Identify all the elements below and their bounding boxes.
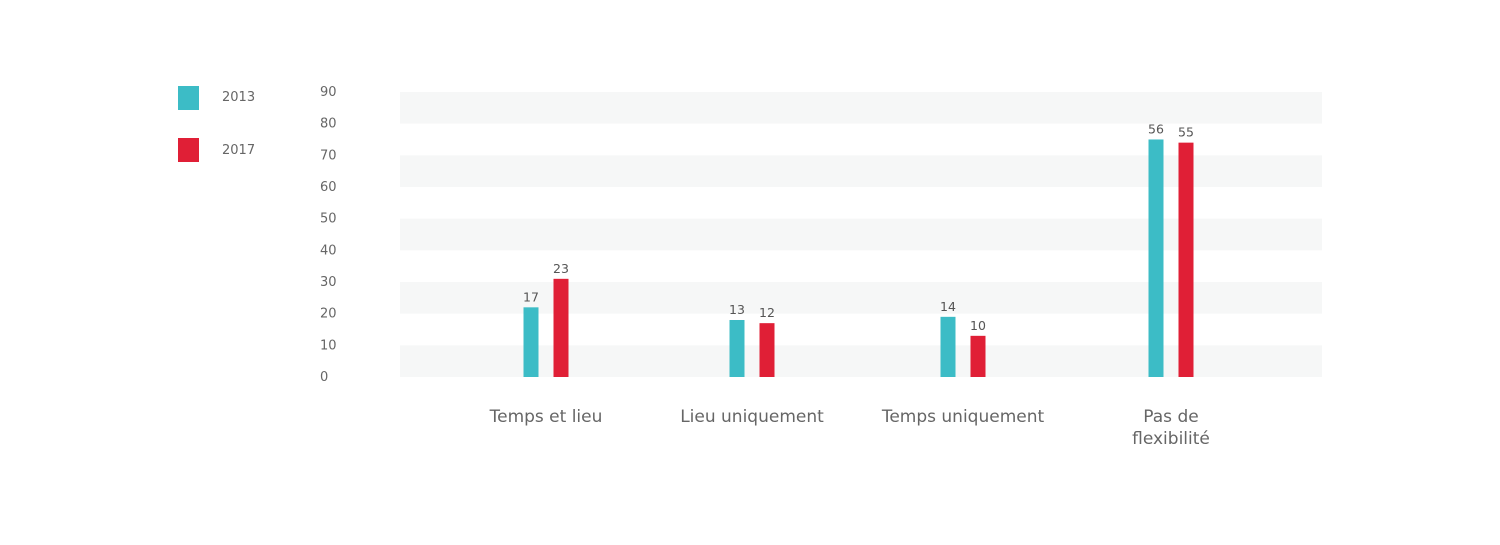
legend-swatch-2017 <box>178 138 199 162</box>
category-label: Temps et lieu <box>489 407 603 427</box>
category-labels: Temps et lieu Lieu uniquement Temps unique… <box>489 407 1210 449</box>
bar-2013 <box>729 319 745 377</box>
y-tick-label: 20 <box>320 307 337 322</box>
y-tick-label: 90 <box>320 85 337 100</box>
data-label: 13 <box>729 302 745 317</box>
category-label: Temps uniquement <box>881 407 1045 427</box>
bars <box>523 139 1194 377</box>
bar-2017 <box>970 335 986 377</box>
data-label: 56 <box>1148 121 1164 136</box>
y-tick-label: 30 <box>320 275 337 290</box>
y-tick-label: 0 <box>320 370 328 385</box>
grid-band <box>400 91 1322 124</box>
bar-2017 <box>759 323 775 377</box>
bar-2013 <box>940 316 956 377</box>
grid-bands <box>400 91 1322 377</box>
value-labels: 17 23 13 12 14 10 56 55 <box>523 121 1194 332</box>
legend-swatch-2013 <box>178 86 199 110</box>
y-axis: 0 10 20 30 40 50 60 70 80 90 <box>320 85 337 385</box>
data-label: 10 <box>970 318 986 333</box>
grid-band <box>400 218 1322 251</box>
category-label: Pas de <box>1143 407 1198 427</box>
category-label: flexibilité <box>1132 429 1210 449</box>
y-tick-label: 70 <box>320 148 337 163</box>
bar-2013 <box>1148 139 1164 377</box>
bar-2017 <box>1178 142 1194 377</box>
y-tick-label: 40 <box>320 243 337 258</box>
y-tick-label: 10 <box>320 338 337 353</box>
data-label: 12 <box>759 305 775 320</box>
data-label: 17 <box>523 289 539 304</box>
y-tick-label: 80 <box>320 117 337 132</box>
data-label: 23 <box>553 261 569 276</box>
bar-2013 <box>523 307 539 377</box>
legend-label-2013: 2013 <box>222 90 255 105</box>
data-label: 14 <box>940 299 956 314</box>
bar-2017 <box>553 278 569 377</box>
data-label: 55 <box>1178 125 1194 140</box>
category-label: Lieu uniquement <box>680 407 824 427</box>
grid-band <box>400 155 1322 187</box>
y-tick-label: 50 <box>320 212 337 227</box>
y-tick-label: 60 <box>320 180 337 195</box>
legend-label-2017: 2017 <box>222 143 255 158</box>
legend: 2013 2017 <box>178 86 255 162</box>
